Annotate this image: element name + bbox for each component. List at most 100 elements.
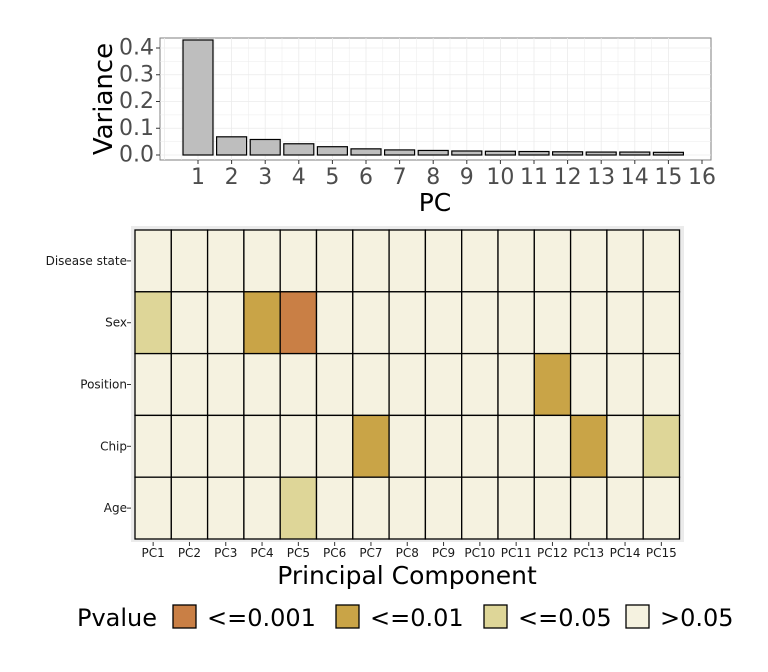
heatmap-cell	[243, 352, 281, 417]
heatmap-cell	[315, 291, 354, 355]
heatmap-x-tick-label: PC2	[178, 546, 201, 560]
bar-x-tick-label: 10	[486, 165, 514, 190]
heatmap-cell	[279, 352, 318, 417]
heatmap-cell	[206, 291, 245, 355]
heatmap-x-tick-label: PC12	[537, 546, 568, 560]
legend-label: <=0.001	[207, 604, 316, 632]
heatmap-cell	[134, 414, 172, 478]
heatmap-cell	[134, 476, 172, 540]
heatmap-cell	[279, 229, 318, 293]
heatmap-cell	[424, 291, 463, 355]
heatmap-x-tick-label: PC1	[142, 546, 165, 560]
heatmap-cell	[352, 414, 390, 478]
heatmap-x-tick-label: PC13	[573, 546, 604, 560]
bar-y-axis-label: Variance	[89, 43, 119, 155]
legend-label: <=0.05	[518, 604, 612, 632]
bar	[249, 138, 281, 156]
heatmap-cell	[424, 229, 463, 293]
bar-x-tick-label: 12	[554, 165, 582, 190]
heatmap-x-tick-label: PC14	[610, 546, 641, 560]
legend-swatch	[172, 604, 197, 629]
heatmap-cell	[279, 414, 318, 478]
heatmap-cell	[642, 414, 681, 478]
bar-x-tick-label: 8	[426, 165, 440, 190]
heatmap-cell	[606, 229, 644, 293]
heatmap-cell	[533, 291, 572, 355]
heatmap-cell	[279, 291, 318, 355]
variance-bar-chart: 0.00.10.20.30.4 1 2 3 4 5 6 7 8 9 10 11 12 13 14 15 16 …	[89, 36, 716, 218]
heatmap-cell	[352, 352, 390, 417]
heatmap-x-tick-label: PC11	[501, 546, 532, 560]
heatmap-cell	[569, 291, 608, 355]
heatmap-cell	[606, 476, 644, 540]
heatmap-cell	[388, 414, 427, 478]
heatmap-y-tick-label: Age	[104, 501, 127, 515]
heatmap-y-tick-label: Chip	[100, 439, 127, 453]
heatmap-cell	[388, 476, 427, 540]
heatmap-cell	[497, 291, 535, 355]
heatmap-x-tick-label: PC8	[396, 546, 419, 560]
bar-x-tick-label: 1	[191, 165, 205, 190]
heatmap-cell	[642, 229, 681, 293]
heatmap-cell	[533, 414, 572, 478]
bar-y-tick-label: 0.1	[119, 116, 154, 141]
heatmap-x-tick-label: PC9	[432, 546, 455, 560]
bar	[484, 150, 516, 156]
heatmap-cell	[569, 352, 608, 417]
heatmap-x-tick-label: PC10	[464, 546, 495, 560]
heatmap-cell	[206, 352, 245, 417]
heatmap-cell	[388, 352, 427, 417]
heatmap-cells	[134, 229, 681, 540]
heatmap-cell	[388, 229, 427, 293]
heatmap-cell	[170, 476, 209, 540]
heatmap-x-tick-label: PC15	[646, 546, 677, 560]
legend-swatch	[483, 604, 508, 629]
legend-entries: <=0.001 <=0.01 <=0.05 >0.05	[172, 604, 734, 632]
heatmap-cell	[206, 229, 245, 293]
bar-x-tick-label: 3	[258, 165, 272, 190]
bar	[216, 136, 248, 156]
bar-marks	[182, 39, 685, 156]
heatmap-cell	[279, 476, 318, 540]
heatmap-cell	[461, 291, 499, 355]
heatmap-cell	[606, 291, 644, 355]
heatmap-cell	[388, 291, 427, 355]
heatmap-cell	[352, 476, 390, 540]
heatmap-cell	[170, 414, 209, 478]
heatmap-cell	[642, 476, 681, 540]
heatmap-cell	[497, 476, 535, 540]
bar	[652, 151, 685, 156]
heatmap-cell	[461, 414, 499, 478]
heatmap-cell	[243, 291, 281, 355]
heatmap-cell	[424, 352, 463, 417]
bar-x-tick-label: 13	[587, 165, 615, 190]
heatmap-x-tick-label: PC5	[287, 546, 310, 560]
heatmap-cell	[315, 414, 354, 478]
heatmap-x-tick-label: PC4	[250, 546, 273, 560]
legend-label: >0.05	[660, 604, 734, 632]
legend-label: <=0.01	[370, 604, 464, 632]
heatmap-cell	[569, 476, 608, 540]
heatmap-cell	[243, 414, 281, 478]
heatmap-cell	[424, 414, 463, 478]
heatmap-y-tick-label: Position	[80, 378, 127, 392]
heatmap-y-tick-label: Disease state	[46, 254, 127, 268]
bar-x-tick-label: 6	[359, 165, 373, 190]
bar	[350, 148, 382, 156]
bar-x-tick-label: 16	[688, 165, 716, 190]
heatmap-cell	[533, 352, 572, 417]
heatmap-cell	[134, 229, 172, 293]
heatmap-x-tick-label: PC6	[323, 546, 346, 560]
bar	[182, 39, 214, 156]
heatmap-cell	[569, 229, 608, 293]
bar-y-tick-label: 0.2	[119, 89, 154, 114]
bar-x-axis-label: PC	[419, 188, 452, 217]
heatmap-cell	[461, 229, 499, 293]
heatmap-cell	[642, 352, 681, 417]
heatmap-cell	[243, 476, 281, 540]
heatmap-cell	[497, 352, 535, 417]
bar-x-tick-label: 15	[654, 165, 682, 190]
bar	[316, 146, 348, 156]
heatmap-cell	[206, 414, 245, 478]
legend-swatch	[625, 604, 650, 629]
